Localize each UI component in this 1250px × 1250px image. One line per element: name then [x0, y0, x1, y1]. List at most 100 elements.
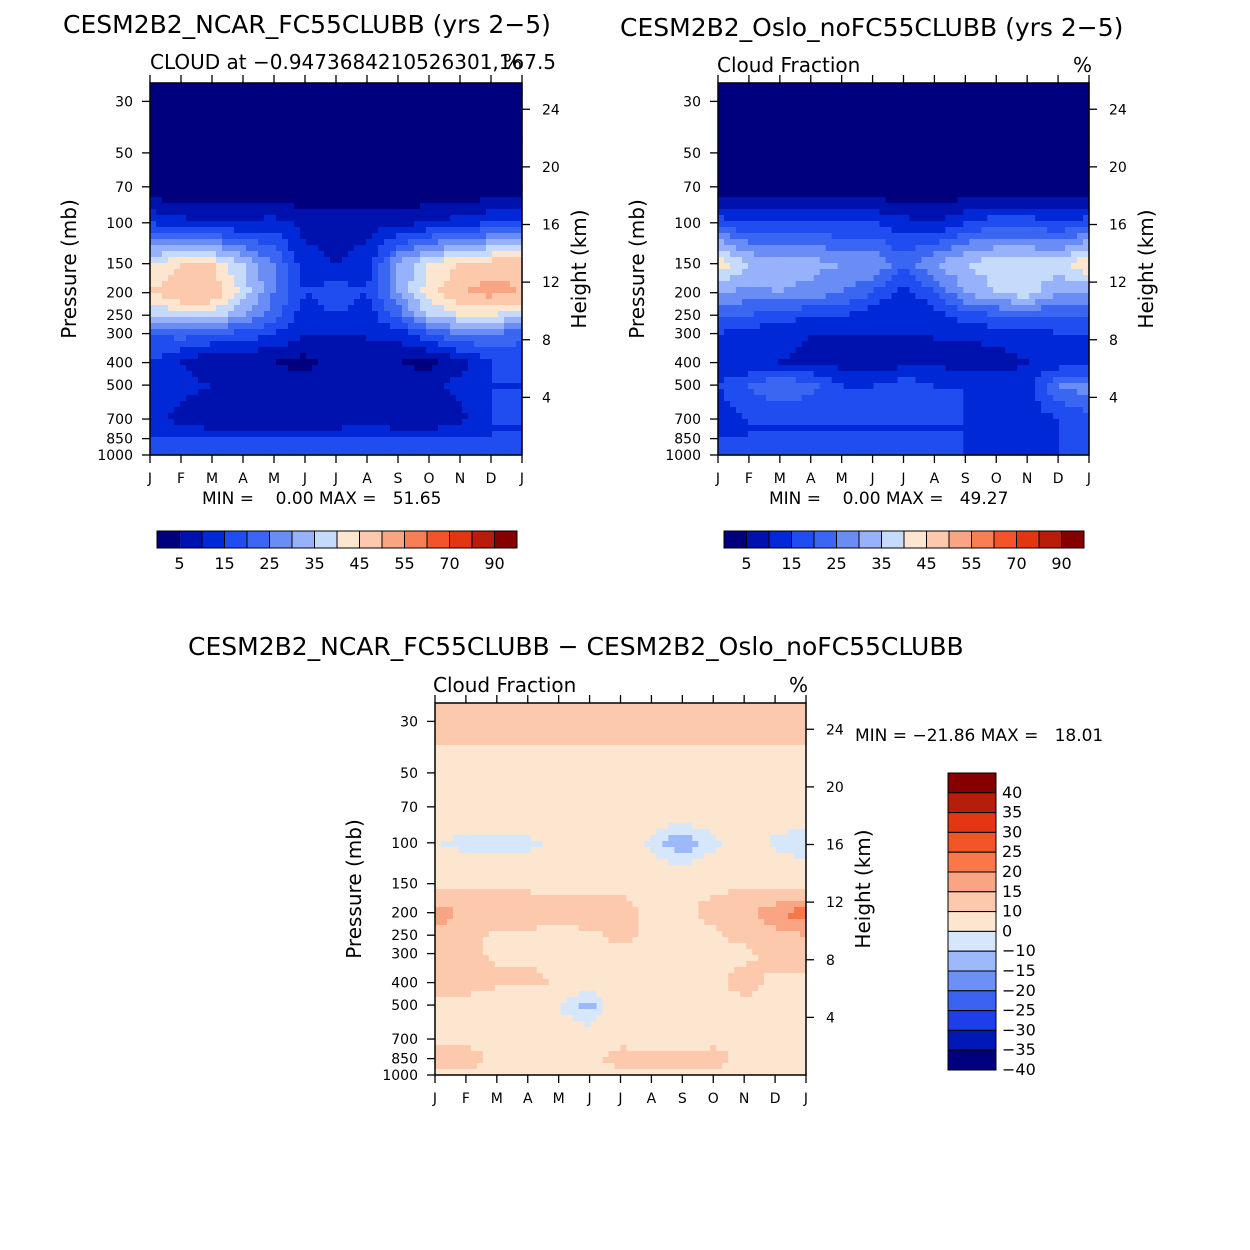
- contour-cell: [210, 425, 217, 432]
- contour-cell: [390, 317, 397, 324]
- contour-cell: [162, 275, 169, 282]
- contour-cell: [162, 227, 169, 234]
- pressure-tick-label: 50: [115, 146, 133, 162]
- contour-cell: [378, 407, 385, 414]
- contour-cell: [258, 383, 265, 390]
- contour-cell: [426, 107, 433, 114]
- contour-cell: [396, 137, 403, 144]
- contour-cell: [402, 383, 409, 390]
- contour-cell: [222, 341, 229, 348]
- contour-cell: [426, 413, 433, 420]
- contour-cell: [240, 245, 247, 252]
- contour-cell: [378, 365, 385, 372]
- contour-cell: [378, 443, 385, 450]
- contour-cell: [360, 251, 367, 258]
- contour-cell: [360, 203, 367, 210]
- contour-cell: [150, 221, 157, 228]
- contour-cell: [264, 305, 271, 312]
- contour-cell: [324, 149, 331, 156]
- contour-cell: [318, 383, 325, 390]
- contour-cell: [426, 239, 433, 246]
- contour-cell: [426, 173, 433, 180]
- contour-cell: [282, 185, 289, 192]
- contour-cell: [396, 287, 403, 294]
- contour-cell: [480, 317, 487, 324]
- contour-cell: [885, 143, 893, 150]
- contour-cell: [366, 215, 373, 222]
- colorbar-swatch: [246, 530, 270, 549]
- contour-cell: [462, 83, 469, 90]
- contour-cell: [174, 179, 181, 186]
- contour-cell: [354, 293, 361, 300]
- panel1-title: CESM2B2_NCAR_FC55CLUBB (yrs 2−5): [63, 10, 551, 39]
- contour-cell: [276, 221, 283, 228]
- contour-cell: [360, 365, 367, 372]
- contour-cell: [516, 437, 523, 444]
- contour-cell: [486, 203, 493, 210]
- contour-cell: [825, 179, 833, 186]
- contour-cell: [180, 431, 187, 438]
- contour-cell: [186, 299, 193, 306]
- contour-cell: [993, 125, 1000, 132]
- contour-cell: [426, 155, 433, 162]
- contour-cell: [414, 131, 421, 138]
- contour-cell: [933, 155, 940, 162]
- contour-cell: [306, 377, 313, 384]
- contour-cell: [729, 119, 737, 126]
- contour-cell: [462, 413, 469, 420]
- contour-cell: [186, 305, 193, 312]
- contour-cell: [492, 185, 499, 192]
- contour-cell: [240, 167, 247, 174]
- contour-cell: [276, 245, 283, 252]
- contour-cell: [516, 191, 523, 198]
- contour-cell: [174, 449, 181, 456]
- contour-cell: [402, 317, 409, 324]
- contour-cell: [162, 317, 169, 324]
- contour-cell: [312, 263, 319, 270]
- contour-cell: [825, 89, 833, 96]
- colorbar-label: 35: [304, 554, 324, 573]
- contour-cell: [390, 215, 397, 222]
- contour-cell: [234, 359, 241, 366]
- contour-cell: [783, 89, 791, 96]
- contour-cell: [336, 431, 343, 438]
- contour-cell: [324, 335, 331, 342]
- contour-cell: [510, 221, 517, 228]
- contour-cell: [180, 173, 187, 180]
- contour-cell: [276, 353, 283, 360]
- contour-cell: [498, 353, 505, 360]
- contour-cell: [456, 95, 463, 102]
- contour-cell: [342, 443, 349, 450]
- contour-cell: [210, 413, 217, 420]
- contour-cell: [210, 239, 217, 246]
- contour-cell: [360, 389, 367, 396]
- contour-cell: [486, 389, 493, 396]
- contour-cell: [981, 137, 988, 144]
- contour-cell: [969, 155, 976, 162]
- contour-cell: [186, 89, 193, 96]
- contour-cell: [753, 137, 761, 144]
- contour-cell: [1071, 95, 1078, 102]
- contour-cell: [216, 173, 223, 180]
- contour-cell: [366, 113, 373, 120]
- contour-cell: [240, 173, 247, 180]
- contour-cell: [192, 329, 199, 336]
- contour-cell: [174, 107, 181, 114]
- contour-cell: [228, 179, 235, 186]
- contour-cell: [324, 89, 331, 96]
- contour-cell: [414, 101, 421, 108]
- contour-cell: [294, 371, 301, 378]
- contour-cell: [474, 209, 481, 216]
- contour-cell: [510, 323, 517, 330]
- contour-cell: [450, 413, 457, 420]
- contour-cell: [408, 431, 415, 438]
- contour-cell: [486, 401, 493, 408]
- contour-cell: [903, 137, 911, 144]
- contour-cell: [492, 137, 499, 144]
- contour-cell: [264, 323, 271, 330]
- contour-cell: [420, 377, 427, 384]
- contour-cell: [951, 173, 958, 180]
- contour-cell: [729, 149, 737, 156]
- contour-cell: [210, 119, 217, 126]
- contour-cell: [252, 149, 259, 156]
